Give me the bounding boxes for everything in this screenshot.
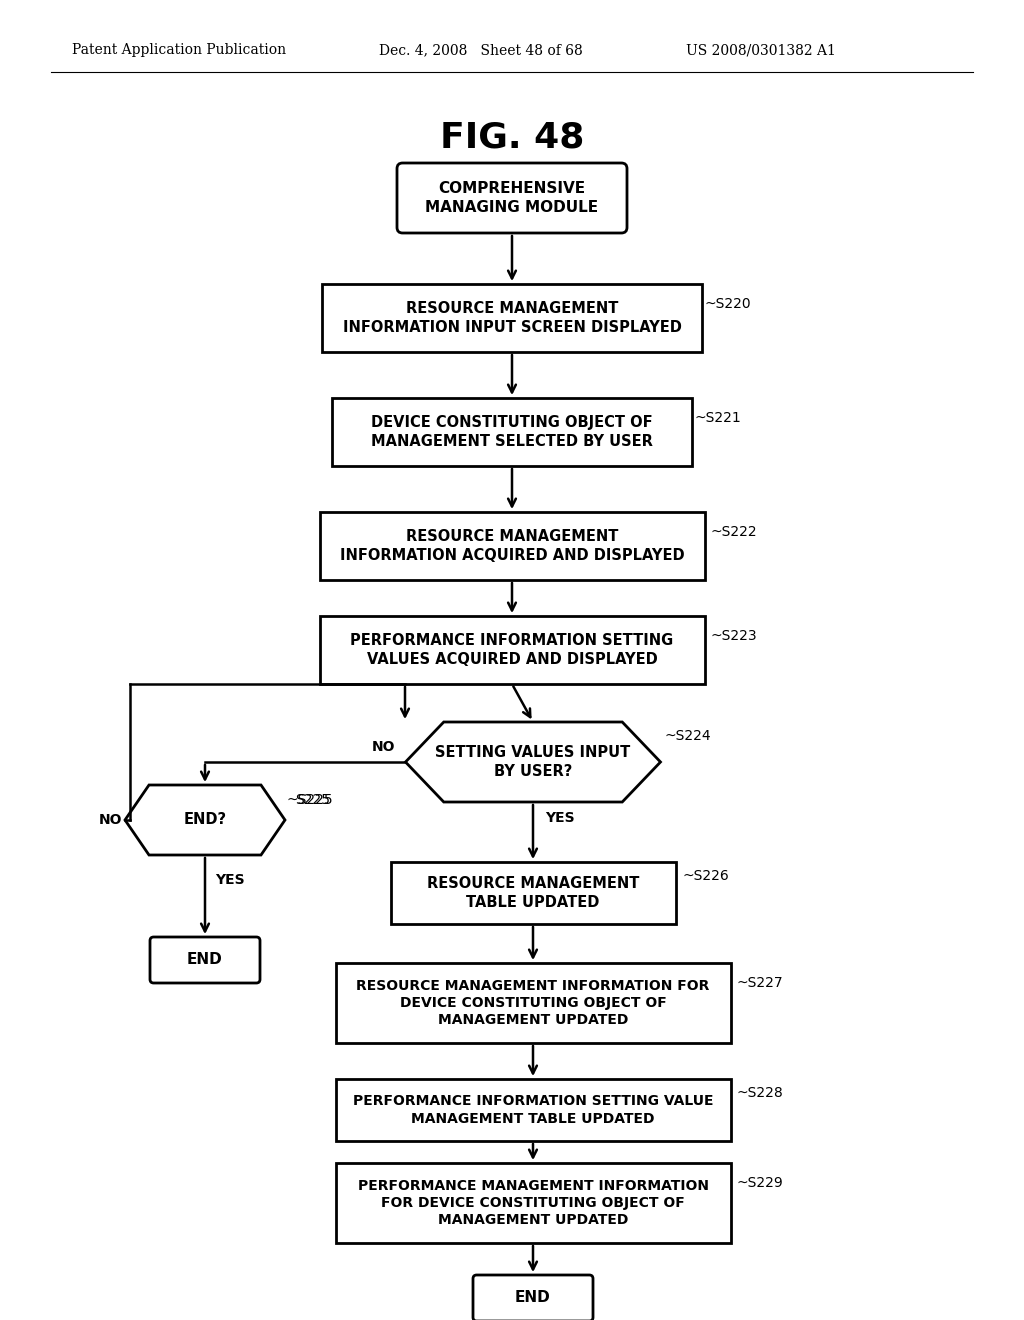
Text: ~S226: ~S226 (682, 869, 729, 883)
Text: RESOURCE MANAGEMENT
TABLE UPDATED: RESOURCE MANAGEMENT TABLE UPDATED (427, 876, 639, 909)
Bar (332, 399, 692, 466)
FancyBboxPatch shape (150, 937, 260, 983)
FancyBboxPatch shape (397, 162, 627, 234)
Text: PERFORMANCE INFORMATION SETTING
VALUES ACQUIRED AND DISPLAYED: PERFORMANCE INFORMATION SETTING VALUES A… (350, 634, 674, 667)
Text: END: END (515, 1291, 551, 1305)
Text: END: END (187, 953, 223, 968)
Text: Dec. 4, 2008   Sheet 48 of 68: Dec. 4, 2008 Sheet 48 of 68 (379, 44, 583, 57)
Text: COMPREHENSIVE
MANAGING MODULE: COMPREHENSIVE MANAGING MODULE (425, 181, 599, 215)
Text: SETTING VALUES INPUT
BY USER?: SETTING VALUES INPUT BY USER? (435, 746, 631, 779)
Text: ~S224: ~S224 (665, 729, 712, 743)
Text: ~S225: ~S225 (287, 793, 334, 807)
Bar (390, 862, 676, 924)
Text: PERFORMANCE MANAGEMENT INFORMATION
FOR DEVICE CONSTITUTING OBJECT OF
MANAGEMENT : PERFORMANCE MANAGEMENT INFORMATION FOR D… (357, 1179, 709, 1228)
Text: ~S221: ~S221 (694, 411, 740, 425)
Text: PERFORMANCE INFORMATION SETTING VALUE
MANAGEMENT TABLE UPDATED: PERFORMANCE INFORMATION SETTING VALUE MA… (352, 1094, 714, 1126)
Bar (319, 616, 705, 684)
Text: S225: S225 (295, 793, 330, 807)
Text: YES: YES (545, 810, 574, 825)
Polygon shape (125, 785, 285, 855)
Text: ~S228: ~S228 (737, 1086, 783, 1100)
Bar (336, 1163, 730, 1243)
Text: ~S222: ~S222 (710, 525, 757, 539)
Bar (319, 512, 705, 579)
Text: US 2008/0301382 A1: US 2008/0301382 A1 (686, 44, 836, 57)
Text: ~S229: ~S229 (737, 1176, 783, 1191)
Bar (322, 284, 702, 352)
Text: FIG. 48: FIG. 48 (440, 121, 584, 154)
Text: YES: YES (215, 873, 245, 887)
Text: Patent Application Publication: Patent Application Publication (72, 44, 286, 57)
FancyBboxPatch shape (473, 1275, 593, 1320)
Text: NO: NO (372, 741, 395, 754)
Text: END?: END? (183, 813, 226, 828)
Bar (336, 1078, 730, 1140)
Text: RESOURCE MANAGEMENT
INFORMATION ACQUIRED AND DISPLAYED: RESOURCE MANAGEMENT INFORMATION ACQUIRED… (340, 529, 684, 562)
Bar (336, 964, 730, 1043)
Text: RESOURCE MANAGEMENT
INFORMATION INPUT SCREEN DISPLAYED: RESOURCE MANAGEMENT INFORMATION INPUT SC… (343, 301, 681, 335)
Text: NO: NO (98, 813, 122, 828)
Text: RESOURCE MANAGEMENT INFORMATION FOR
DEVICE CONSTITUTING OBJECT OF
MANAGEMENT UPD: RESOURCE MANAGEMENT INFORMATION FOR DEVI… (356, 978, 710, 1027)
Polygon shape (406, 722, 660, 803)
Text: DEVICE CONSTITUTING OBJECT OF
MANAGEMENT SELECTED BY USER: DEVICE CONSTITUTING OBJECT OF MANAGEMENT… (371, 416, 653, 449)
Text: ~S223: ~S223 (710, 630, 757, 643)
Text: ~S227: ~S227 (737, 975, 783, 990)
Text: ~S220: ~S220 (705, 297, 751, 312)
